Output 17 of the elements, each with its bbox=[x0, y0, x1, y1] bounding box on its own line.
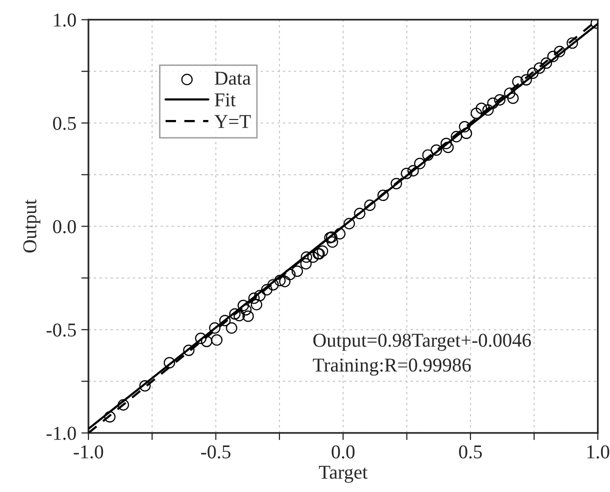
y-tick-label: 0.5 bbox=[53, 116, 76, 130]
y-tick-label: 1.0 bbox=[54, 13, 76, 27]
y-tick-label: -0.5 bbox=[46, 323, 76, 337]
x-tick-label: 1.0 bbox=[587, 445, 610, 459]
y-tick-label: 0.0 bbox=[53, 220, 76, 234]
legend-label: Y=T bbox=[214, 115, 251, 128]
x-tick-label: 0.0 bbox=[332, 445, 355, 459]
x-tick-label: -1.0 bbox=[74, 445, 104, 459]
annotation: Output=0.98Target+-0.0046 bbox=[313, 334, 531, 351]
y-axis-title: Output bbox=[23, 199, 40, 253]
x-axis-title: Target bbox=[318, 466, 368, 483]
legend-label: Fit bbox=[214, 93, 236, 106]
annotation: Training:R=0.99986 bbox=[312, 358, 471, 376]
x-tick-label: -0.5 bbox=[201, 445, 230, 459]
y-tick-label: -1.0 bbox=[46, 426, 76, 440]
x-tick-label: 0.5 bbox=[459, 445, 482, 459]
legend-label: Data bbox=[214, 72, 251, 85]
